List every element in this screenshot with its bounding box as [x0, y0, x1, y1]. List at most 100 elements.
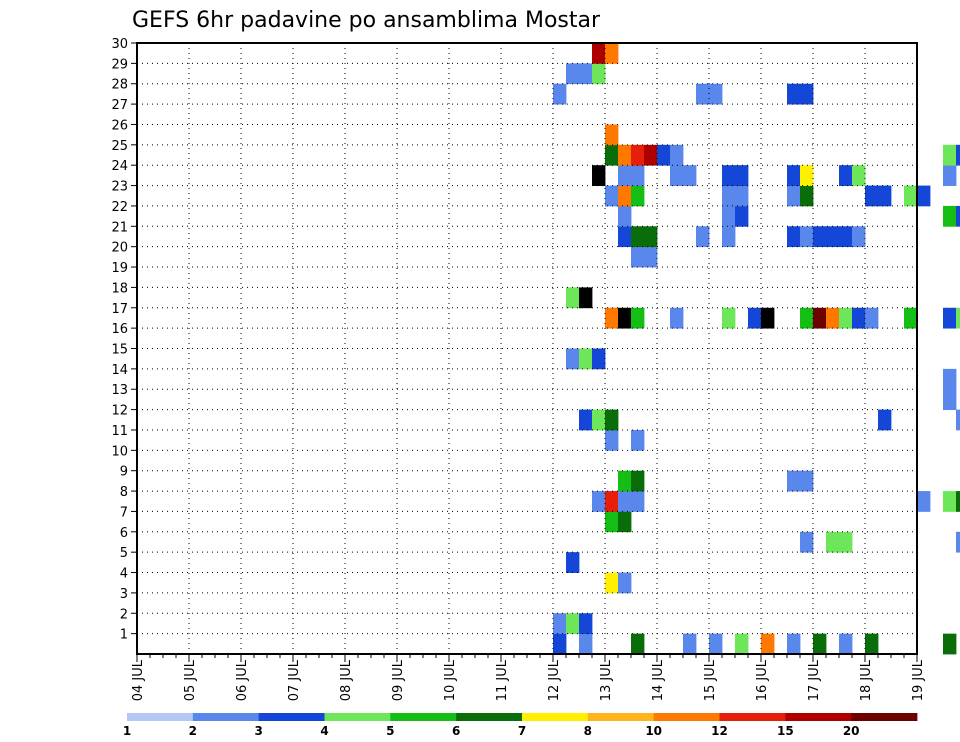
- legend-swatch: [324, 713, 391, 721]
- x-tick-label: 07 JUL: [287, 659, 302, 701]
- x-tick-label: 12 JUL: [547, 659, 562, 701]
- legend-swatch: [192, 713, 260, 721]
- data-cell: [722, 226, 736, 248]
- data-cell: [943, 144, 957, 166]
- data-cell: [813, 307, 827, 329]
- data-cell: [800, 226, 814, 248]
- y-tick-label: 2: [120, 607, 128, 622]
- data-cell: [943, 368, 957, 390]
- chart-title: GEFS 6hr padavine po ansamblima Mostar: [132, 8, 601, 33]
- y-tick-label: 6: [120, 526, 128, 541]
- legend-label: 4: [320, 724, 328, 738]
- data-cell: [826, 307, 840, 329]
- x-tick-label: 11 JUL: [495, 659, 510, 701]
- data-cell: [917, 185, 931, 207]
- data-cell: [826, 531, 840, 553]
- y-tick-label: 3: [120, 587, 128, 602]
- data-cell: [670, 144, 684, 166]
- data-cell: [553, 613, 567, 635]
- data-cell: [579, 613, 593, 635]
- data-cell: [618, 307, 632, 329]
- data-cell: [605, 185, 619, 207]
- x-tick-label: 14 JUL: [651, 659, 666, 701]
- data-cell: [631, 226, 645, 248]
- legend-label: 12: [711, 724, 728, 738]
- data-cell: [566, 613, 580, 635]
- y-tick-label: 11: [111, 424, 128, 439]
- legend-label: 15: [777, 724, 794, 738]
- legend-label: 20: [843, 724, 860, 738]
- data-cell: [566, 63, 580, 85]
- legend-swatch: [390, 713, 457, 721]
- data-cell: [800, 531, 814, 553]
- data-cell: [761, 633, 775, 655]
- data-cells: [553, 43, 960, 655]
- x-tick-label: 05 JUL: [183, 659, 198, 701]
- y-tick-label: 21: [111, 220, 128, 235]
- legend-swatch: [127, 713, 194, 721]
- data-cell: [839, 633, 853, 655]
- data-cell: [748, 307, 762, 329]
- legend-label: 5: [386, 724, 394, 738]
- data-cell: [956, 491, 960, 512]
- data-cell: [631, 470, 645, 492]
- x-tick-label: 08 JUL: [339, 659, 354, 701]
- legend-swatch: [851, 713, 918, 721]
- legend-swatch: [653, 713, 720, 721]
- data-cell: [553, 83, 567, 105]
- y-tick-label: 26: [111, 118, 128, 133]
- data-cell: [761, 307, 775, 329]
- data-cell: [878, 409, 892, 431]
- data-cell: [943, 389, 957, 410]
- data-cell: [618, 470, 632, 492]
- data-cell: [709, 633, 723, 655]
- data-cell: [813, 226, 827, 248]
- data-cell: [605, 144, 619, 166]
- y-tick-label: 12: [111, 404, 128, 419]
- data-cell: [722, 307, 736, 329]
- y-tick-label: 20: [111, 241, 128, 256]
- data-cell: [956, 144, 960, 166]
- legend-label: 1: [123, 724, 131, 738]
- legend-label: 8: [584, 724, 592, 738]
- data-cell: [592, 43, 606, 64]
- data-cell: [605, 43, 619, 64]
- x-tick-label: 19 JUL: [911, 659, 926, 701]
- data-cell: [787, 165, 801, 186]
- y-tick-label: 23: [111, 180, 128, 195]
- data-cell: [605, 572, 619, 594]
- x-tick-label: 10 JUL: [443, 659, 458, 701]
- data-cell: [553, 633, 567, 655]
- data-cell: [865, 307, 879, 329]
- data-cell: [865, 633, 879, 655]
- data-cell: [618, 226, 632, 248]
- data-cell: [722, 185, 736, 207]
- data-cell: [631, 144, 645, 166]
- data-cell: [800, 185, 814, 207]
- data-cell: [839, 307, 853, 329]
- data-cell: [644, 226, 658, 248]
- data-cell: [735, 165, 749, 186]
- data-cell: [592, 409, 606, 431]
- data-cell: [631, 429, 645, 451]
- y-tick-label: 15: [111, 343, 128, 358]
- data-cell: [917, 491, 931, 512]
- data-cell: [631, 246, 645, 268]
- legend-swatch: [785, 713, 852, 721]
- data-cell: [605, 409, 619, 431]
- data-cell: [735, 205, 749, 227]
- data-cell: [605, 511, 619, 533]
- data-cell: [722, 205, 736, 227]
- y-tick-label: 5: [120, 546, 128, 561]
- data-cell: [800, 307, 814, 329]
- data-cell: [566, 287, 580, 309]
- data-cell: [631, 185, 645, 207]
- legend-swatch: [456, 713, 523, 721]
- data-cell: [592, 63, 606, 85]
- data-cell: [618, 205, 632, 227]
- data-cell: [956, 307, 960, 329]
- data-cell: [592, 165, 606, 186]
- data-cell: [644, 144, 658, 166]
- x-tick-label: 18 JUL: [859, 659, 874, 701]
- y-tick-label: 19: [111, 261, 128, 276]
